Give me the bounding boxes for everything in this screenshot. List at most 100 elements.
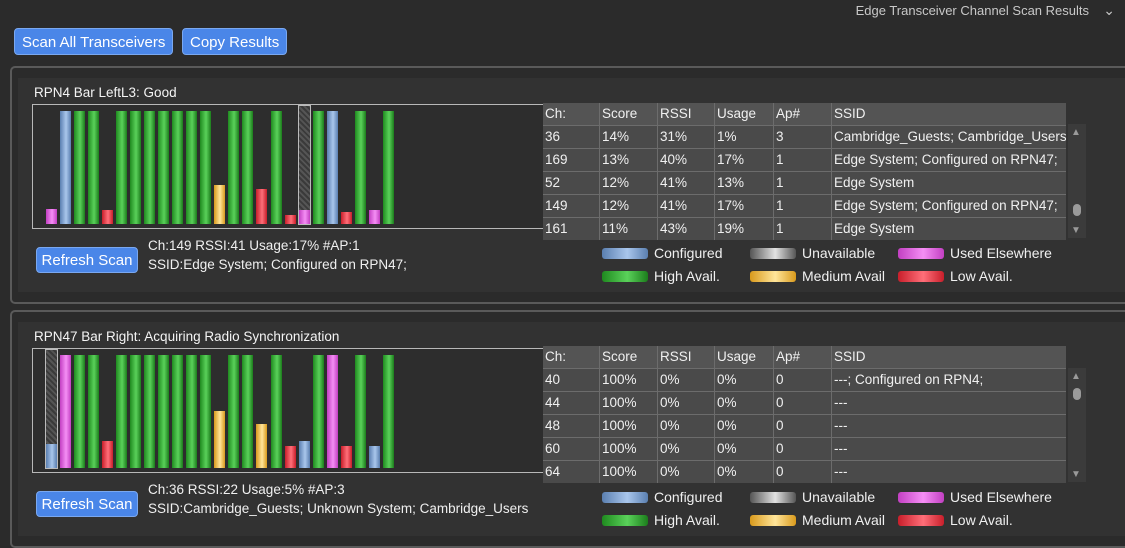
- selected-channel-frame[interactable]: [298, 105, 311, 225]
- refresh-scan-button[interactable]: Refresh Scan: [36, 491, 138, 517]
- channel-bar[interactable]: [200, 111, 211, 224]
- legend-label: Configured: [654, 489, 723, 505]
- channel-bar[interactable]: [383, 355, 394, 468]
- column-header[interactable]: Usage: [715, 346, 774, 368]
- channel-bar[interactable]: [144, 111, 155, 224]
- channel-bar[interactable]: [341, 212, 352, 224]
- channel-bar[interactable]: [285, 215, 296, 224]
- table-row[interactable]: 48 100% 0% 0% 0 ---: [543, 414, 1066, 437]
- channel-bar[interactable]: [327, 111, 338, 224]
- scroll-down-icon[interactable]: ▼: [1071, 469, 1081, 480]
- channel-bar[interactable]: [327, 355, 338, 468]
- channel-bar[interactable]: [341, 446, 352, 468]
- selected-channel-frame[interactable]: [45, 349, 58, 469]
- chevron-down-icon[interactable]: ⌄: [1103, 2, 1115, 18]
- scroll-thumb[interactable]: [1073, 388, 1081, 400]
- copy-results-button[interactable]: Copy Results: [182, 28, 288, 55]
- channel-bar[interactable]: [271, 111, 282, 224]
- legend-label: Medium Avail: [802, 268, 886, 284]
- channel-bar[interactable]: [214, 411, 225, 468]
- table-cell: Edge System; Configured on RPN47;: [834, 152, 1058, 167]
- channel-bar[interactable]: [214, 185, 225, 224]
- column-header[interactable]: RSSI: [658, 346, 715, 368]
- channel-bar[interactable]: [313, 355, 324, 468]
- channel-bar[interactable]: [271, 355, 282, 468]
- channel-bar[interactable]: [285, 446, 296, 468]
- channel-bar[interactable]: [369, 210, 380, 224]
- table-header: Ch: Score RSSI Usage Ap# SSID: [543, 103, 1066, 125]
- table-row[interactable]: 64 100% 0% 0% 0 ---: [543, 460, 1066, 483]
- channel-bar[interactable]: [242, 355, 253, 468]
- table-scrollbar[interactable]: ▲ ▼: [1068, 124, 1086, 238]
- channel-bar[interactable]: [228, 111, 239, 224]
- channel-bar[interactable]: [299, 441, 310, 468]
- column-header[interactable]: Usage: [715, 103, 774, 125]
- scroll-up-icon[interactable]: ▲: [1071, 371, 1081, 382]
- column-header[interactable]: Ap#: [774, 103, 832, 125]
- channel-bar[interactable]: [228, 355, 239, 468]
- column-header[interactable]: SSID: [834, 349, 866, 364]
- channel-bar[interactable]: [130, 355, 141, 468]
- column-header[interactable]: Score: [600, 103, 658, 125]
- channel-bar[interactable]: [116, 111, 127, 224]
- channel-bar[interactable]: [116, 355, 127, 468]
- channel-bar[interactable]: [256, 424, 267, 468]
- scroll-up-icon[interactable]: ▲: [1071, 127, 1081, 138]
- channel-bar[interactable]: [144, 355, 155, 468]
- channel-bar[interactable]: [369, 446, 380, 468]
- table-row[interactable]: 161 11% 43% 19% 1 Edge System: [543, 217, 1066, 240]
- channel-bar[interactable]: [60, 355, 71, 468]
- channel-bar[interactable]: [313, 111, 324, 224]
- table-cell: 1: [774, 172, 832, 194]
- table-row[interactable]: 52 12% 41% 13% 1 Edge System: [543, 171, 1066, 194]
- channel-bar[interactable]: [256, 189, 267, 224]
- channel-bar[interactable]: [158, 111, 169, 224]
- column-header[interactable]: Score: [600, 346, 658, 368]
- channel-bar[interactable]: [158, 355, 169, 468]
- channel-bar-chart[interactable]: [32, 348, 554, 473]
- legend-swatch: [750, 248, 796, 259]
- channel-bar[interactable]: [186, 355, 197, 468]
- channel-bar[interactable]: [172, 111, 183, 224]
- scroll-thumb[interactable]: [1073, 204, 1081, 216]
- channel-bar[interactable]: [186, 111, 197, 224]
- table-cell: Cambridge_Guests; Cambridge_Users: [834, 129, 1066, 144]
- table-row[interactable]: 44 100% 0% 0% 0 ---: [543, 391, 1066, 414]
- channel-bar[interactable]: [74, 111, 85, 224]
- refresh-scan-button[interactable]: Refresh Scan: [36, 247, 138, 273]
- scan-all-button[interactable]: Scan All Transceivers: [14, 28, 174, 55]
- channel-bar[interactable]: [88, 355, 99, 468]
- channel-bar[interactable]: [299, 210, 310, 224]
- channel-bar[interactable]: [130, 111, 141, 224]
- column-header[interactable]: RSSI: [658, 103, 715, 125]
- channel-bar[interactable]: [355, 111, 366, 224]
- channel-bar[interactable]: [355, 355, 366, 468]
- channel-bar[interactable]: [88, 111, 99, 224]
- scroll-down-icon[interactable]: ▼: [1071, 225, 1081, 236]
- channel-bar-chart[interactable]: [32, 104, 554, 229]
- table-row[interactable]: 169 13% 40% 17% 1 Edge System; Configured on …: [543, 148, 1066, 171]
- column-header[interactable]: Ch:: [543, 346, 600, 368]
- channel-bar[interactable]: [46, 209, 57, 224]
- table-row[interactable]: 60 100% 0% 0% 0 ---: [543, 437, 1066, 460]
- channel-bar[interactable]: [102, 441, 113, 468]
- channel-bar[interactable]: [60, 111, 71, 224]
- channel-bar[interactable]: [200, 355, 211, 468]
- table-cell: 0: [774, 392, 832, 414]
- channel-bar[interactable]: [242, 111, 253, 224]
- column-header[interactable]: Ch:: [543, 103, 600, 125]
- table-cell: 19%: [715, 218, 774, 240]
- channel-bar[interactable]: [172, 355, 183, 468]
- channel-bar[interactable]: [74, 355, 85, 468]
- table-cell: 100%: [600, 369, 658, 391]
- table-row[interactable]: 149 12% 41% 17% 1 Edge System; Configured on …: [543, 194, 1066, 217]
- table-scrollbar[interactable]: ▲ ▼: [1068, 368, 1086, 482]
- channel-bar[interactable]: [46, 444, 57, 468]
- table-row[interactable]: 40 100% 0% 0% 0 ---; Configured on RPN4;: [543, 368, 1066, 391]
- channel-bar[interactable]: [102, 210, 113, 224]
- channel-bar[interactable]: [383, 111, 394, 224]
- column-header[interactable]: SSID: [834, 106, 866, 121]
- table-cell: 13%: [715, 172, 774, 194]
- column-header[interactable]: Ap#: [774, 346, 832, 368]
- table-row[interactable]: 36 14% 31% 1% 3 Cambridge_Guests; Cambridge_U…: [543, 125, 1066, 148]
